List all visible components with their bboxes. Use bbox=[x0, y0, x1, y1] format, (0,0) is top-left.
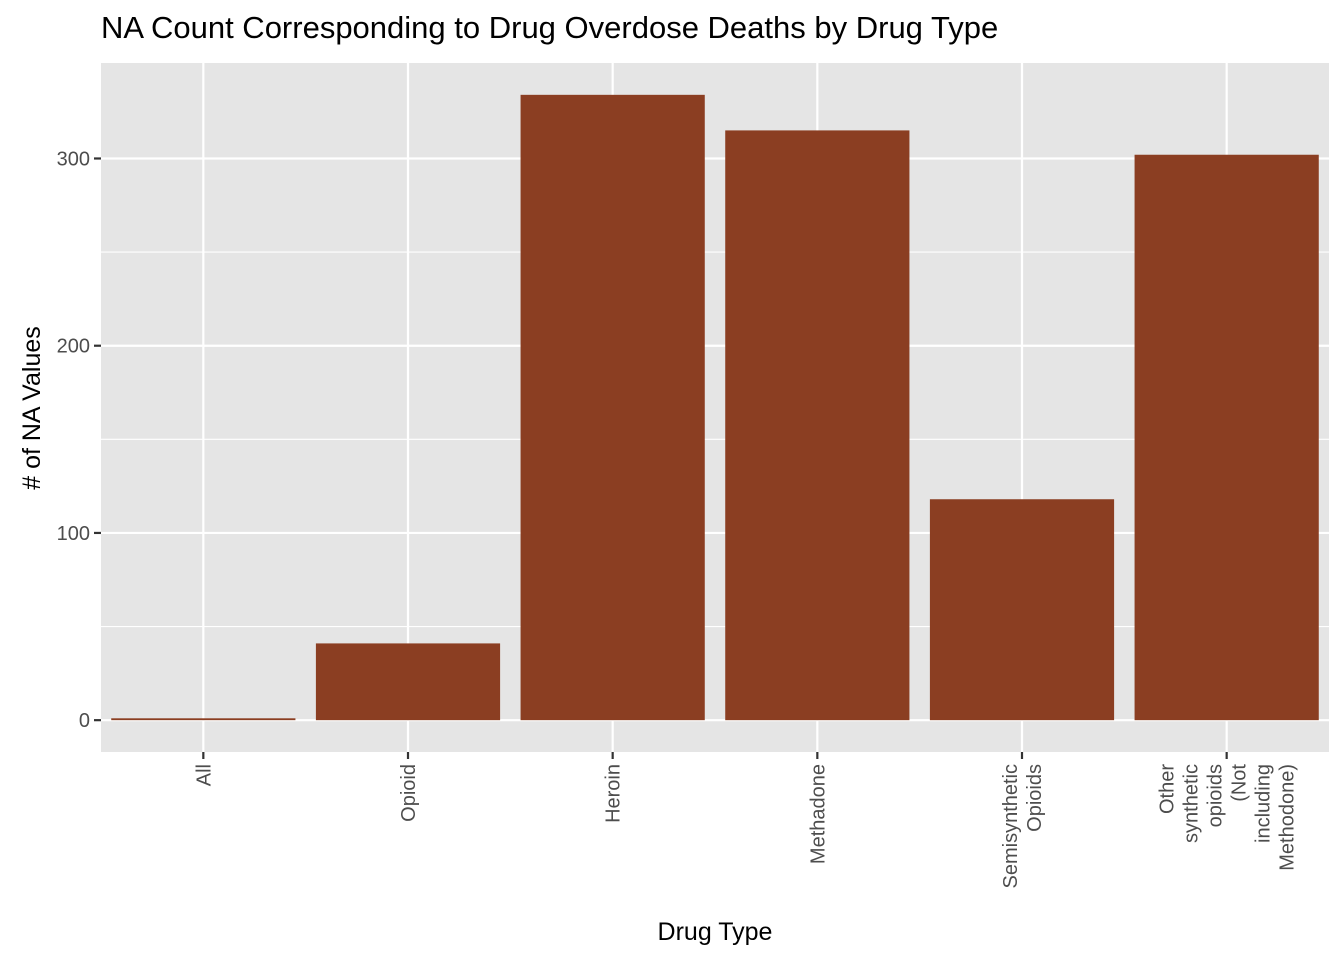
y-tick-label: 100 bbox=[57, 523, 90, 545]
x-tick-label: Opioids bbox=[1024, 764, 1046, 832]
bar bbox=[111, 718, 296, 721]
y-tick-label: 300 bbox=[57, 148, 90, 170]
bar bbox=[520, 94, 705, 721]
bar bbox=[1134, 154, 1319, 721]
chart-title: NA Count Corresponding to Drug Overdose … bbox=[101, 10, 999, 45]
x-axis-title: Drug Type bbox=[658, 918, 773, 946]
y-axis: 0 100 200 300 bbox=[57, 148, 101, 732]
x-tick-label: Semisynthetic bbox=[1000, 764, 1022, 889]
x-tick-label: Heroin bbox=[603, 764, 625, 823]
bar bbox=[315, 643, 501, 721]
x-tick-label: All bbox=[193, 764, 215, 786]
x-tick-label: opioids bbox=[1205, 764, 1227, 827]
x-axis: All Opioid Heroin Methadone Semisynthetic Opi… bbox=[193, 752, 1299, 889]
bar bbox=[725, 130, 910, 721]
x-tick-label: Other bbox=[1157, 764, 1179, 814]
x-tick-label: synthetic bbox=[1181, 764, 1203, 843]
y-axis-title: # of NA Values bbox=[18, 326, 46, 490]
minor-gridlines bbox=[101, 251, 1329, 628]
plot-panel bbox=[101, 63, 1329, 752]
bars bbox=[111, 94, 1319, 721]
x-tick-label: Methodone) bbox=[1277, 764, 1299, 871]
x-tick-label: Methadone bbox=[807, 764, 829, 864]
y-tick-label: 200 bbox=[57, 336, 90, 358]
y-tick-label: 0 bbox=[79, 710, 90, 732]
x-tick-label: Opioid bbox=[398, 764, 420, 822]
x-tick-label: including bbox=[1253, 764, 1275, 843]
x-tick-label: (Not bbox=[1229, 764, 1251, 802]
bar bbox=[929, 499, 1115, 721]
